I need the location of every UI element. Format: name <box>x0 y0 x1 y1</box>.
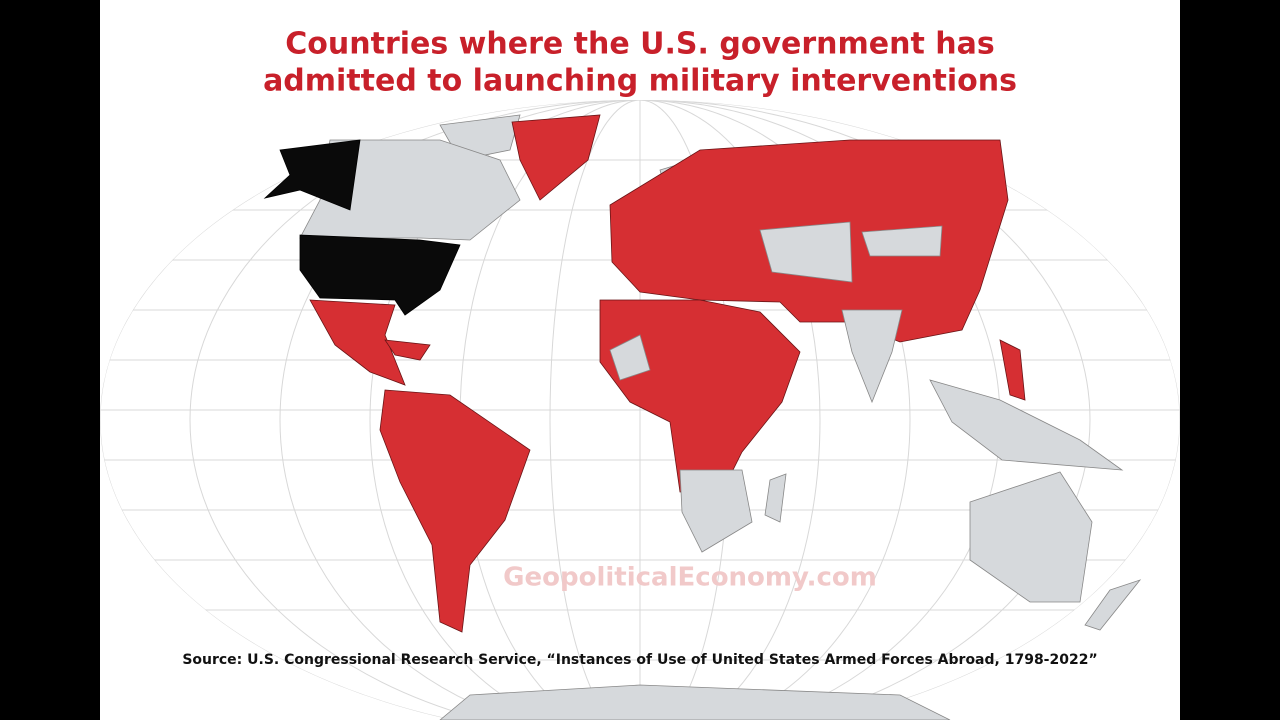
mexico-central-america <box>309 299 406 386</box>
southeast-asia <box>929 379 1124 471</box>
west-africa-gray <box>609 334 651 381</box>
antarctica <box>439 684 951 720</box>
greenland <box>511 114 601 201</box>
southern-africa <box>679 469 753 553</box>
new-zealand <box>1084 579 1142 631</box>
title-line: admitted to launching military intervent… <box>263 64 1017 99</box>
title-line: Countries where the U.S. government has <box>285 27 994 62</box>
usa <box>299 234 461 316</box>
caribbean <box>384 339 431 361</box>
source-note: Source: U.S. Congressional Research Serv… <box>182 652 1097 668</box>
madagascar <box>764 473 787 523</box>
south-america <box>379 389 531 633</box>
alaska <box>263 139 361 211</box>
philippines <box>999 339 1026 401</box>
mongolia <box>861 225 943 257</box>
central-asia <box>759 221 853 283</box>
land <box>263 114 1142 720</box>
india <box>841 309 903 404</box>
australia <box>969 471 1093 603</box>
watermark: GeopoliticalEconomy.com <box>503 563 877 593</box>
